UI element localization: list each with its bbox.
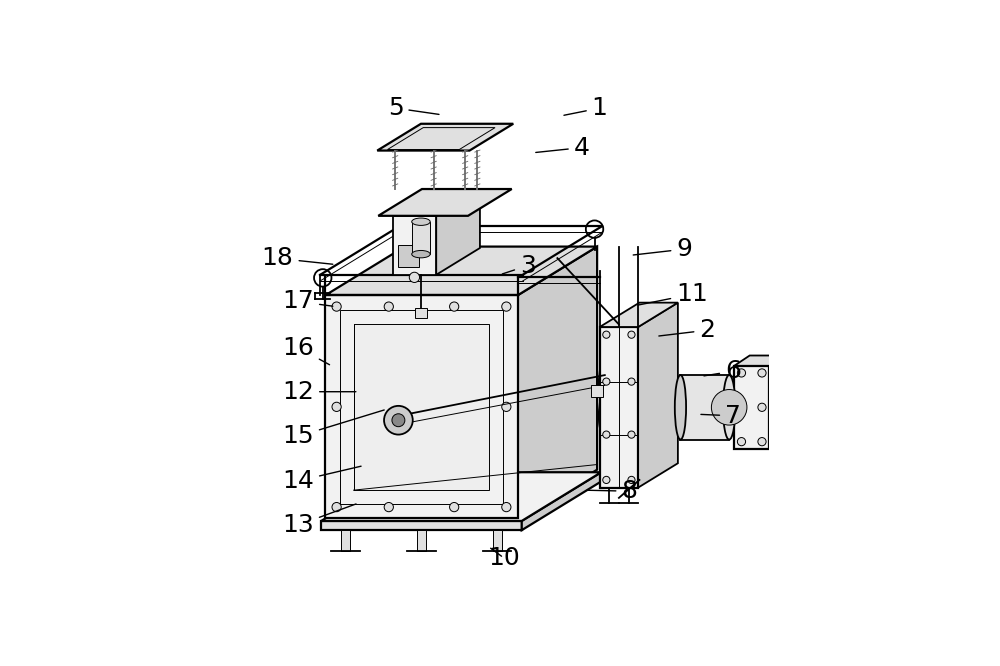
Circle shape [332,502,341,511]
Circle shape [628,331,635,338]
Polygon shape [522,472,601,530]
Circle shape [628,378,635,385]
Bar [680,375,729,440]
Text: 15: 15 [282,410,384,448]
Circle shape [603,476,610,484]
Circle shape [758,438,766,446]
Polygon shape [436,189,480,275]
Bar [600,327,638,488]
Circle shape [450,302,459,311]
Bar [398,244,419,267]
Text: 4: 4 [536,136,590,160]
Text: 18: 18 [262,246,333,270]
Circle shape [384,406,413,435]
Text: 14: 14 [282,466,361,493]
Bar [393,216,436,275]
Circle shape [758,369,766,377]
Polygon shape [734,356,785,366]
Circle shape [603,331,610,338]
Polygon shape [378,189,512,216]
Bar [493,530,502,551]
Text: 17: 17 [282,290,333,314]
Text: 7: 7 [701,404,741,428]
Circle shape [628,431,635,438]
Bar [340,310,503,504]
Circle shape [409,272,420,282]
Ellipse shape [723,375,735,440]
Circle shape [450,502,459,511]
Polygon shape [518,246,597,518]
Bar [412,222,430,254]
Circle shape [332,402,341,412]
Text: 1: 1 [564,96,608,120]
Circle shape [603,378,610,385]
Polygon shape [321,472,601,521]
Polygon shape [600,302,678,327]
Circle shape [711,390,747,425]
Text: 2: 2 [659,318,715,342]
Text: 10: 10 [488,546,520,570]
Polygon shape [325,246,597,295]
Polygon shape [393,189,480,216]
Circle shape [332,302,341,311]
Circle shape [758,403,766,412]
Text: 16: 16 [282,336,330,365]
Circle shape [628,476,635,484]
Ellipse shape [675,375,686,440]
Circle shape [737,438,746,446]
Polygon shape [377,124,513,151]
Text: 8: 8 [587,480,637,503]
Circle shape [502,502,511,511]
Polygon shape [321,521,522,530]
Bar [325,295,518,518]
Ellipse shape [412,218,430,225]
Bar [341,530,350,551]
Text: 5: 5 [388,96,439,120]
Text: 13: 13 [282,504,356,537]
Circle shape [502,302,511,311]
Bar [591,385,603,398]
Text: 3: 3 [502,254,536,278]
Bar [734,366,769,449]
Circle shape [384,502,393,511]
Ellipse shape [412,250,430,258]
Circle shape [384,302,393,311]
Bar [415,308,427,318]
Bar [354,324,489,490]
Text: 12: 12 [282,380,356,404]
Circle shape [737,369,746,377]
Bar [417,530,426,551]
Circle shape [502,402,511,412]
Text: 9: 9 [633,237,692,261]
Circle shape [392,414,405,427]
Polygon shape [769,356,785,449]
Polygon shape [638,302,678,488]
Text: 11: 11 [638,282,708,306]
Circle shape [603,431,610,438]
Text: 6: 6 [704,359,741,383]
